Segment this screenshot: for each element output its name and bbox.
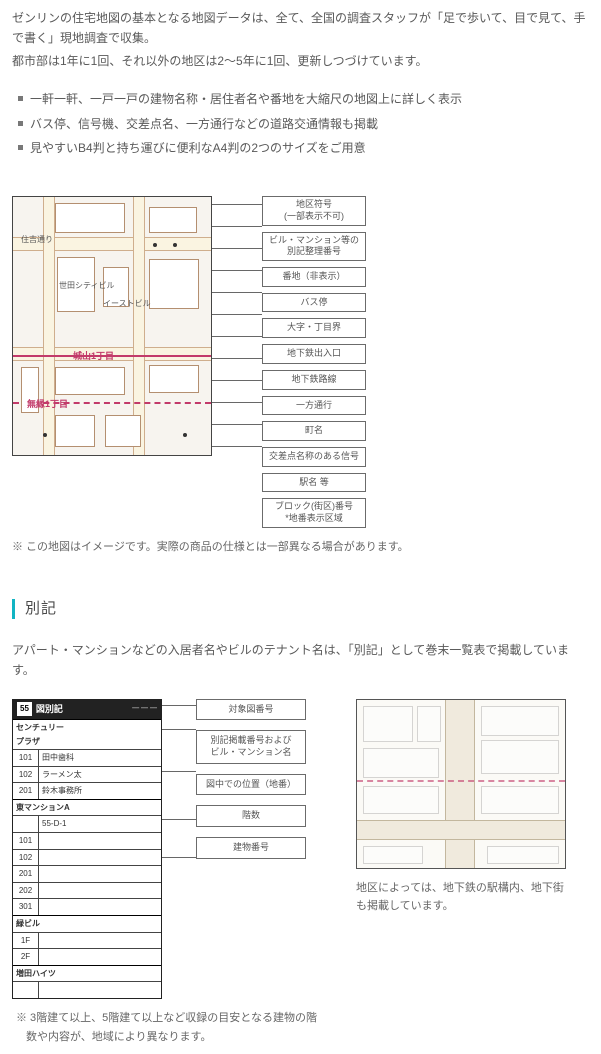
sample-map-block: 住吉通り 世田シティビル イーストビル 城山1丁目 無縁1丁目 bbox=[12, 196, 589, 556]
map-leader-lines bbox=[212, 196, 262, 456]
map-label-street: 住吉通り bbox=[21, 233, 53, 247]
legend-item: 番地（非表示） bbox=[262, 267, 366, 287]
feature-item: 一軒一軒、一戸一戸の建物名称・居住者名や番地を大縮尺の地図上に詳しく表示 bbox=[18, 89, 589, 109]
feature-item: バス停、信号機、交差点名、一方通行などの道路交通情報も掲載 bbox=[18, 114, 589, 134]
heading-text: 別記 bbox=[25, 596, 57, 622]
legend-item: 地下鉄出入口 bbox=[262, 344, 366, 364]
intro-line2: 都市部は1年に1回、それ以外の地区は2〜5年に1回、更新しつづけています。 bbox=[12, 51, 589, 71]
legend-item: 一方通行 bbox=[262, 396, 366, 416]
bekki-tag: 対象図番号 bbox=[196, 699, 306, 721]
legend-item: ブロック(街区)番号 *地番表示区域 bbox=[262, 498, 366, 527]
feature-list: 一軒一軒、一戸一戸の建物名称・居住者名や番地を大縮尺の地図上に詳しく表示 バス停… bbox=[18, 89, 589, 158]
legend-item: 地区符号 (一部表示不可) bbox=[262, 196, 366, 225]
bekki-tag: 図中での位置（地番） bbox=[196, 774, 306, 796]
legend-item: 駅名 等 bbox=[262, 473, 366, 493]
map-label-building1: 世田シティビル bbox=[59, 279, 115, 293]
bekki-leader-lines bbox=[162, 699, 196, 999]
bekki-listing-image: 55図別記— — — センチュリー プラザ 101田中歯科 102ラーメン太 2… bbox=[12, 699, 162, 999]
legend-item: 交差点名称のある信号 bbox=[262, 447, 366, 467]
bekki-figures-row: 55図別記— — — センチュリー プラザ 101田中歯科 102ラーメン太 2… bbox=[12, 699, 589, 1047]
map-legend: 地区符号 (一部表示不可) ビル・マンション等の 別記整理番号 番地（非表示） … bbox=[262, 196, 366, 527]
map-label-district2: 無縁1丁目 bbox=[27, 397, 68, 412]
feature-item: 見やすいB4判と持ち運びに便利なA4判の2つのサイズをご用意 bbox=[18, 138, 589, 158]
map-label-building2: イーストビル bbox=[103, 297, 151, 311]
sample-map-image: 住吉通り 世田シティビル イーストビル 城山1丁目 無縁1丁目 bbox=[12, 196, 212, 456]
subway-map-image bbox=[356, 699, 566, 869]
legend-item: ビル・マンション等の 別記整理番号 bbox=[262, 232, 366, 261]
heading-accent-bar bbox=[12, 599, 15, 619]
intro-line1: ゼンリンの住宅地図の基本となる地図データは、全て、全国の調査スタッフが「足で歩い… bbox=[12, 8, 589, 49]
subway-note: 地区によっては、地下鉄の駅構内、地下街も掲載しています。 bbox=[356, 879, 566, 916]
bekki-tag: 別記掲載番号および ビル・マンション名 bbox=[196, 730, 306, 763]
legend-item: 町名 bbox=[262, 421, 366, 441]
bekki-left-note: ※ 3階建て以上、5階建て以上など収録の目安となる建物の階数や内容が、地域により… bbox=[22, 1009, 322, 1046]
intro-text: ゼンリンの住宅地図の基本となる地図データは、全て、全国の調査スタッフが「足で歩い… bbox=[12, 8, 589, 71]
map-disclaimer: ※ この地図はイメージです。実際の商品の仕様とは一部異なる場合があります。 bbox=[12, 538, 589, 557]
legend-item: 大字・丁目界 bbox=[262, 318, 366, 338]
legend-item: 地下鉄路線 bbox=[262, 370, 366, 390]
bekki-intro-text: アパート・マンションなどの入居者名やビルのテナント名は、「別記」として巻末一覧表… bbox=[12, 640, 589, 681]
bekki-tag: 階数 bbox=[196, 805, 306, 827]
bekki-tag-list: 対象図番号 別記掲載番号および ビル・マンション名 図中での位置（地番） 階数 … bbox=[196, 699, 306, 999]
legend-item: バス停 bbox=[262, 293, 366, 313]
bekki-tag: 建物番号 bbox=[196, 837, 306, 859]
map-label-district1: 城山1丁目 bbox=[73, 349, 114, 364]
section-heading-bekki: 別記 bbox=[12, 596, 589, 622]
